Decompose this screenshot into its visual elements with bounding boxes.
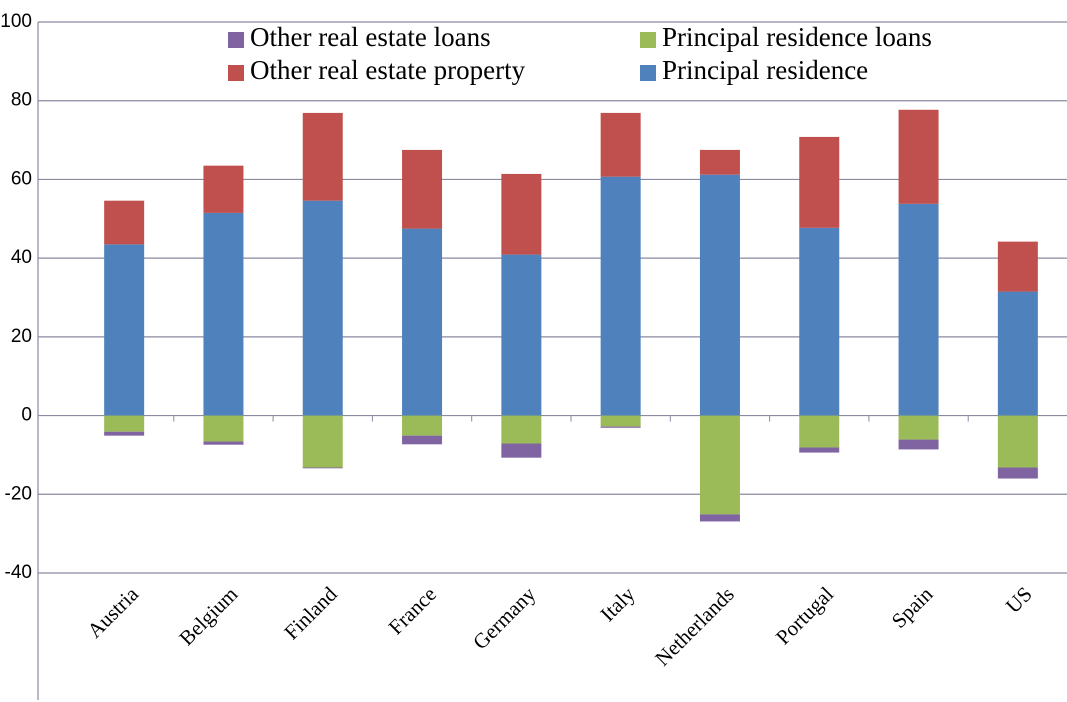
bar-segment (799, 227, 840, 416)
bar-segment (997, 467, 1038, 479)
y-tick-label: 0 (21, 405, 32, 426)
x-tick-label: France (384, 582, 441, 639)
bar-segment (501, 254, 542, 416)
bar-segment (104, 415, 145, 432)
y-tick-label: 40 (11, 247, 32, 268)
bar-segment (302, 200, 343, 416)
bar-segment (600, 426, 641, 428)
x-tick-label: Italy (595, 582, 640, 627)
bar-segment (501, 173, 542, 255)
x-tick-label: Spain (887, 582, 938, 633)
x-tick-label: Finland (279, 582, 342, 645)
bar-segment (699, 149, 740, 175)
x-tick-label: Portugal (771, 582, 838, 649)
bar-segment (997, 415, 1038, 468)
y-tick-label: -40 (5, 562, 32, 583)
x-tick-label: Belgium (174, 582, 242, 650)
bar-segment (699, 415, 740, 515)
bar-segment (799, 415, 840, 448)
bar-segment (501, 443, 542, 458)
bar-segment (997, 291, 1038, 416)
bar-segment (600, 112, 641, 177)
bar-segment (402, 435, 443, 445)
bar-segment (699, 514, 740, 522)
bar-segment (799, 136, 840, 228)
bar-segment (600, 176, 641, 416)
y-tick-label: 60 (11, 168, 32, 189)
bar-segment (203, 165, 244, 213)
legend-swatch (640, 65, 656, 81)
bar-segment (501, 415, 542, 444)
bar-segment (402, 228, 443, 416)
bar-segment (699, 174, 740, 416)
x-tick-label: Germany (468, 582, 541, 655)
bar-segment (898, 203, 939, 416)
bar-segment (799, 447, 840, 453)
bar-segment (600, 415, 641, 427)
y-tick-label: 80 (11, 90, 32, 111)
x-tick-label: US (1001, 582, 1037, 618)
bar-segment (104, 431, 145, 436)
bar-segment (402, 415, 443, 436)
bar-segment (203, 415, 244, 442)
legend-label: Principal residence loans (662, 22, 932, 52)
bar-segment (898, 109, 939, 204)
bar-segment (203, 212, 244, 416)
bar-segment (104, 200, 145, 245)
bar-segment (898, 439, 939, 450)
bar-segment (997, 241, 1038, 292)
bar-segment (402, 149, 443, 229)
y-tick-label: -20 (5, 483, 32, 504)
bar-segment (302, 112, 343, 201)
legend-label: Other real estate loans (250, 22, 491, 52)
x-tick-label: Netherlands (650, 582, 739, 671)
legend-swatch (640, 32, 656, 48)
bar-segment (302, 415, 343, 468)
bar-segment (898, 415, 939, 440)
x-tick-label: Austria (82, 581, 143, 642)
bar-segment (203, 441, 244, 445)
bar-segment (104, 244, 145, 416)
bar-segment (302, 467, 343, 469)
legend-label: Principal residence (662, 55, 868, 85)
legend-label: Other real estate property (250, 55, 526, 85)
y-tick-label: 100 (0, 11, 32, 32)
legend-swatch (228, 32, 244, 48)
legend-swatch (228, 65, 244, 81)
y-tick-label: 20 (11, 326, 32, 347)
